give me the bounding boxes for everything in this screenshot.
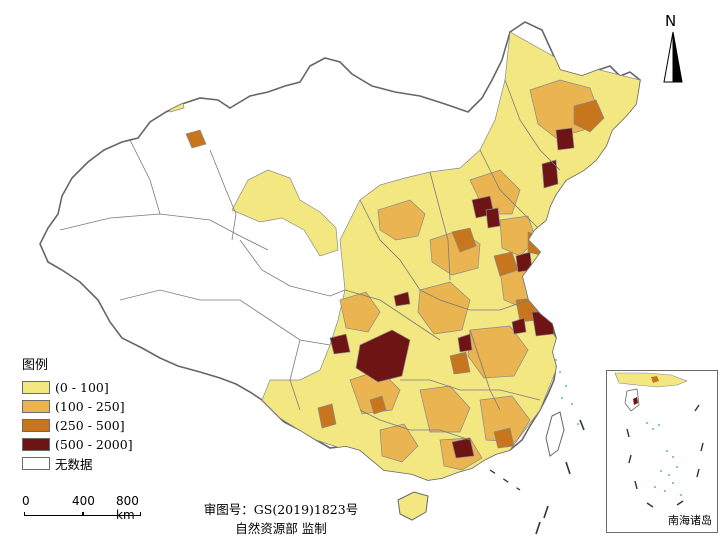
legend-label: (500 - 2000] — [55, 437, 133, 452]
legend-label: (250 - 500] — [55, 418, 125, 433]
legend-label: 无数据 — [55, 457, 93, 472]
supervisor-credit: 自然资源部 监制 — [235, 521, 327, 536]
scale-tick-0: 0 — [22, 494, 30, 508]
gansu-region — [231, 169, 339, 257]
legend-swatch — [22, 457, 50, 470]
legend-label: (100 - 250] — [55, 399, 125, 414]
inset-title: 南海诸岛 — [668, 514, 712, 527]
scale-tick-800: 800 km — [116, 494, 139, 522]
inset-map — [614, 372, 704, 508]
scale-mid-tick — [82, 512, 84, 516]
hainan — [397, 491, 429, 521]
taiwan — [545, 411, 565, 457]
legend-title: 图例 — [22, 358, 49, 373]
legend-swatch — [22, 381, 50, 394]
north-arrow-icon — [663, 31, 683, 83]
scale-bar: 0 400 800 km — [16, 494, 141, 524]
legend-swatch — [22, 419, 50, 432]
north-arrow: N — [660, 12, 686, 83]
legend-label: (0 - 100] — [55, 380, 109, 395]
approval-number: 审图号：GS(2019)1823号 — [203, 502, 359, 517]
legend: 图例 (0 - 100] (100 - 250] (250 - 500] (500 -… — [22, 354, 133, 473]
legend-item: 无数据 — [22, 454, 133, 473]
legend-item: (0 - 100] — [22, 378, 133, 397]
legend-swatch — [22, 438, 50, 451]
legend-swatch — [22, 400, 50, 413]
north-label: N — [665, 12, 677, 30]
legend-item: (100 - 250] — [22, 397, 133, 416]
legend-item: (500 - 2000] — [22, 435, 133, 454]
inset-south-china-sea: 南海诸岛 — [606, 370, 718, 533]
scale-tick-400: 400 — [72, 494, 95, 508]
legend-item: (250 - 500] — [22, 416, 133, 435]
